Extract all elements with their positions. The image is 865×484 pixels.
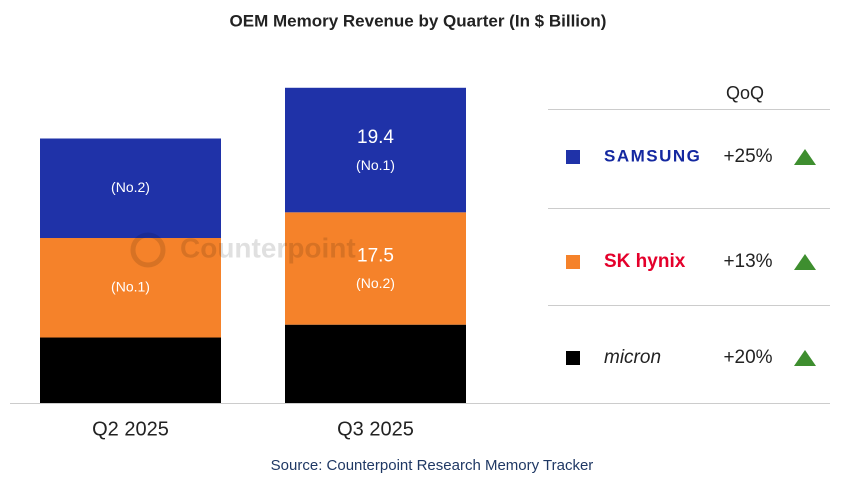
- chart-title: OEM Memory Revenue by Quarter (In $ Bill…: [230, 11, 607, 30]
- value-label: 17.5: [357, 246, 394, 267]
- bar-segment: [40, 337, 221, 403]
- legend-label: micron: [604, 347, 661, 368]
- rank-label: (No.1): [111, 278, 150, 294]
- up-triangle: [794, 254, 816, 270]
- bar-segment: [285, 212, 466, 325]
- qoq-label: +20%: [723, 347, 772, 368]
- legend-label: SK hynix: [604, 251, 686, 272]
- bar-segment: [285, 324, 466, 403]
- x-tick-label: Q3 2025: [337, 418, 414, 440]
- watermark-logo: [130, 232, 166, 268]
- up-triangle: [794, 149, 816, 165]
- value-label: 19.4: [357, 127, 394, 148]
- legend-label: SAMSUNG: [604, 146, 701, 165]
- source: Source: Counterpoint Research Memory Tra…: [271, 457, 594, 474]
- legend-swatch: [566, 351, 580, 365]
- rank-label: (No.2): [111, 179, 150, 195]
- legend-swatch: [566, 255, 580, 269]
- x-tick-label: Q2 2025: [92, 418, 169, 440]
- bar-segment: [40, 138, 221, 239]
- rank-label: (No.2): [356, 275, 395, 291]
- bar-segment: [40, 238, 221, 338]
- legend-swatch: [566, 150, 580, 164]
- legend-header: QoQ: [726, 83, 764, 103]
- bar-segment: [285, 87, 466, 213]
- up-triangle: [794, 350, 816, 366]
- rank-label: (No.1): [356, 157, 395, 173]
- watermark: Counterpoint: [180, 232, 356, 263]
- qoq-label: +25%: [723, 146, 772, 167]
- qoq-label: +13%: [723, 251, 772, 272]
